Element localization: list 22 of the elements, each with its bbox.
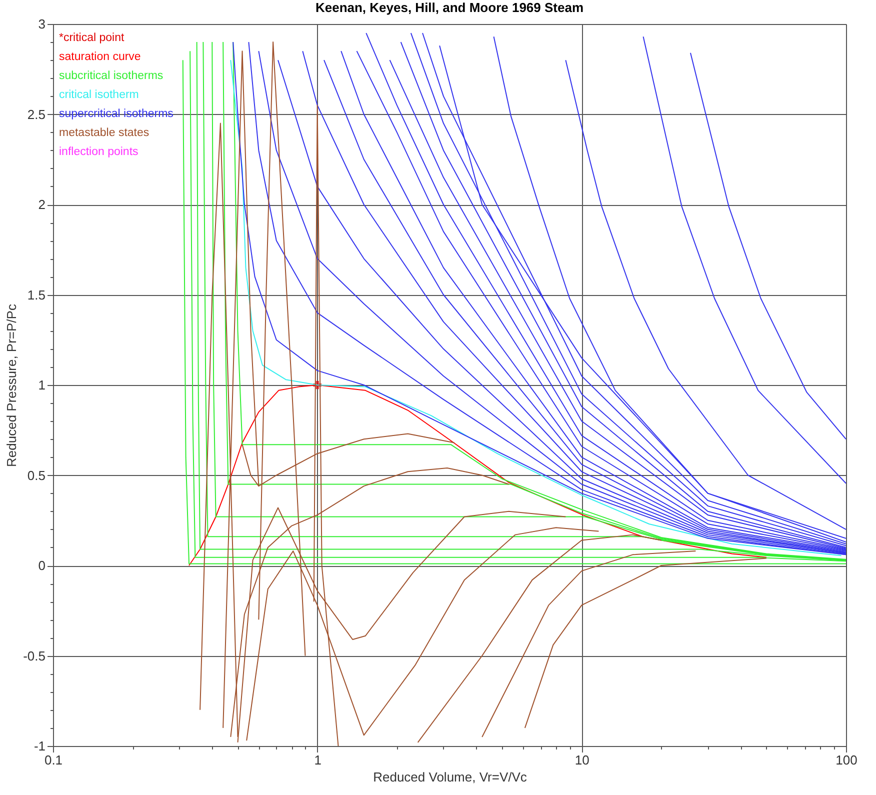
y-tick-label: -1 — [34, 738, 46, 754]
x-tick-label: 1 — [314, 752, 322, 768]
x-tick-label: 100 — [836, 752, 858, 768]
y-tick-label: 2.5 — [27, 106, 46, 122]
y-tick-label: 3 — [38, 16, 46, 32]
legend-label: inflection points — [59, 146, 139, 158]
text: critical isotherm — [59, 89, 139, 101]
text: *critical point — [59, 32, 125, 44]
y-tick-label: -0.5 — [23, 648, 46, 664]
y-axis-title: Reduced Pressure, Pr=P/Pc — [4, 304, 20, 467]
text: saturation curve — [59, 51, 141, 63]
text: metastable states — [59, 127, 150, 139]
y-tick-label: 0 — [38, 558, 46, 573]
y-tick-label: 0.5 — [27, 468, 46, 483]
y-tick-label: 2 — [38, 197, 46, 212]
chart-title: Keenan, Keyes, Hill, and Moore 1969 Steam — [315, 0, 584, 15]
y-tick-label: 1.5 — [27, 287, 46, 302]
y-tick-label: 1 — [38, 378, 46, 392]
text: subcritical isotherms — [59, 70, 164, 82]
x-axis-title: Reduced Volume, Vr=V/Vc — [373, 770, 528, 784]
x-tick-label: 10 — [574, 752, 590, 768]
x-tick-label: 0.1 — [44, 752, 63, 768]
